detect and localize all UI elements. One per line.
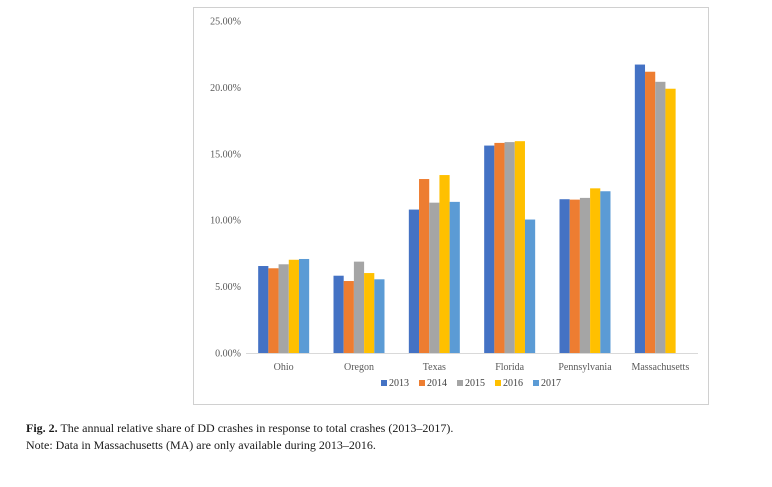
bar: [268, 268, 279, 353]
bar: [333, 275, 344, 353]
bar: [408, 209, 420, 353]
bar: [590, 188, 601, 353]
bar: [655, 81, 666, 353]
y-tick-label: 25.00%: [210, 17, 241, 28]
y-tick-label: 0.00%: [215, 349, 241, 360]
y-tick-label: 10.00%: [210, 216, 241, 227]
bar: [569, 199, 580, 353]
bar: [514, 141, 525, 353]
legend-label: 2017: [541, 378, 561, 389]
x-tick-label: Massachusetts: [631, 362, 689, 373]
bar: [579, 197, 591, 353]
bar: [353, 261, 365, 353]
bar: [364, 273, 375, 353]
bar: [524, 219, 536, 353]
bar: [504, 142, 515, 353]
legend-swatch: [533, 380, 539, 386]
legend-swatch: [457, 380, 463, 386]
x-tick-label: Pennsylvania: [558, 362, 612, 373]
bar: [494, 142, 505, 353]
bar: [419, 179, 430, 353]
legend-swatch: [495, 380, 501, 386]
bar: [634, 64, 646, 353]
bar: [600, 191, 611, 353]
bar: [484, 145, 495, 353]
legend-label: 2013: [389, 378, 409, 389]
legend-swatch: [381, 380, 387, 386]
y-tick-label: 20.00%: [210, 83, 241, 94]
bar: [429, 202, 440, 353]
caption-note: Note: Data in Massachusetts (MA) are onl…: [26, 438, 376, 452]
bar: [645, 71, 656, 354]
caption-text: The annual relative share of DD crashes …: [57, 421, 454, 435]
bar: [343, 281, 354, 353]
y-tick-label: 5.00%: [215, 282, 241, 293]
x-tick-label: Texas: [423, 362, 446, 373]
bar: [288, 259, 299, 353]
bar: [665, 88, 676, 353]
caption-line: Fig. 2. The annual relative share of DD …: [26, 420, 766, 437]
bar-chart: 0.00% 5.00% 10.00% 15.00% 20.00% 25.00% Ohio Or…: [210, 17, 698, 389]
figure-caption: Fig. 2. The annual relative share of DD …: [26, 420, 766, 454]
x-tick-label: Florida: [495, 362, 524, 373]
bar: [278, 264, 289, 353]
legend-swatch: [419, 380, 425, 386]
legend-label: 2016: [503, 378, 523, 389]
y-tick-label: 15.00%: [210, 149, 241, 160]
x-tick-label: Oregon: [344, 362, 374, 373]
bar: [298, 258, 310, 353]
legend-label: 2014: [427, 378, 447, 389]
bar: [258, 266, 269, 353]
legend-label: 2015: [465, 378, 485, 389]
figure-label: Fig. 2.: [26, 421, 58, 435]
bar: [439, 175, 450, 353]
bar: [449, 201, 460, 353]
bar: [374, 279, 385, 353]
bar: [559, 199, 570, 353]
x-tick-label: Ohio: [274, 362, 294, 373]
chart-frame: 0.00% 5.00% 10.00% 15.00% 20.00% 25.00% Ohio Or…: [193, 7, 709, 405]
